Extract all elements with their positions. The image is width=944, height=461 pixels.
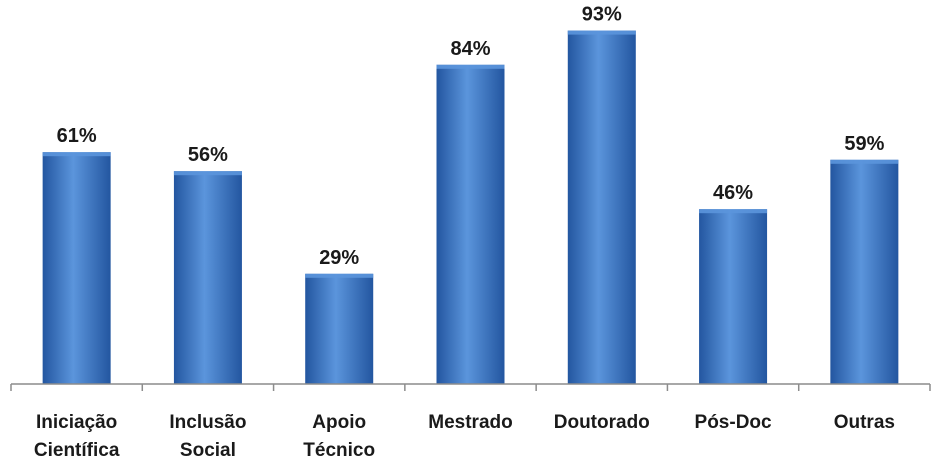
- category-label: Outras: [834, 412, 895, 433]
- data-label: 59%: [844, 133, 884, 155]
- category-label: Mestrado: [428, 412, 512, 433]
- category-label: Inclusão: [169, 412, 246, 433]
- category-labels-group: Iniciação Científica Inclusão Social Apoio Té…: [34, 412, 895, 461]
- data-label: 29%: [319, 247, 359, 269]
- bar-top-highlight: [830, 159, 899, 164]
- data-labels-group: 61% 56% 29% 84% 93% 46% 59%: [57, 4, 885, 269]
- bar-top-highlight: [699, 209, 768, 214]
- bar: [305, 273, 374, 384]
- bar-top-highlight: [42, 152, 111, 157]
- bar-top-highlight: [173, 171, 242, 176]
- category-label: Científica: [34, 440, 120, 461]
- bar: [567, 30, 636, 384]
- data-label: 93%: [582, 4, 622, 26]
- data-label: 56%: [188, 144, 228, 166]
- category-label: Técnico: [303, 440, 375, 461]
- category-label: Iniciação: [36, 412, 117, 433]
- bar: [436, 64, 505, 385]
- x-axis-ticks: [10, 384, 931, 391]
- category-label: Social: [180, 440, 236, 461]
- bar-top-highlight: [305, 273, 374, 278]
- category-label: Doutorado: [554, 412, 650, 433]
- bar: [173, 171, 242, 384]
- data-label: 61%: [57, 125, 97, 147]
- bars-group: [42, 30, 899, 385]
- data-label: 84%: [450, 38, 490, 60]
- category-label: Pós-Doc: [695, 412, 773, 433]
- category-label: Apoio: [312, 412, 366, 433]
- bar: [42, 152, 111, 384]
- data-label: 46%: [713, 182, 753, 204]
- bar-top-highlight: [436, 64, 505, 69]
- bar: [699, 209, 768, 384]
- bar: [830, 159, 899, 384]
- bar-top-highlight: [567, 30, 636, 35]
